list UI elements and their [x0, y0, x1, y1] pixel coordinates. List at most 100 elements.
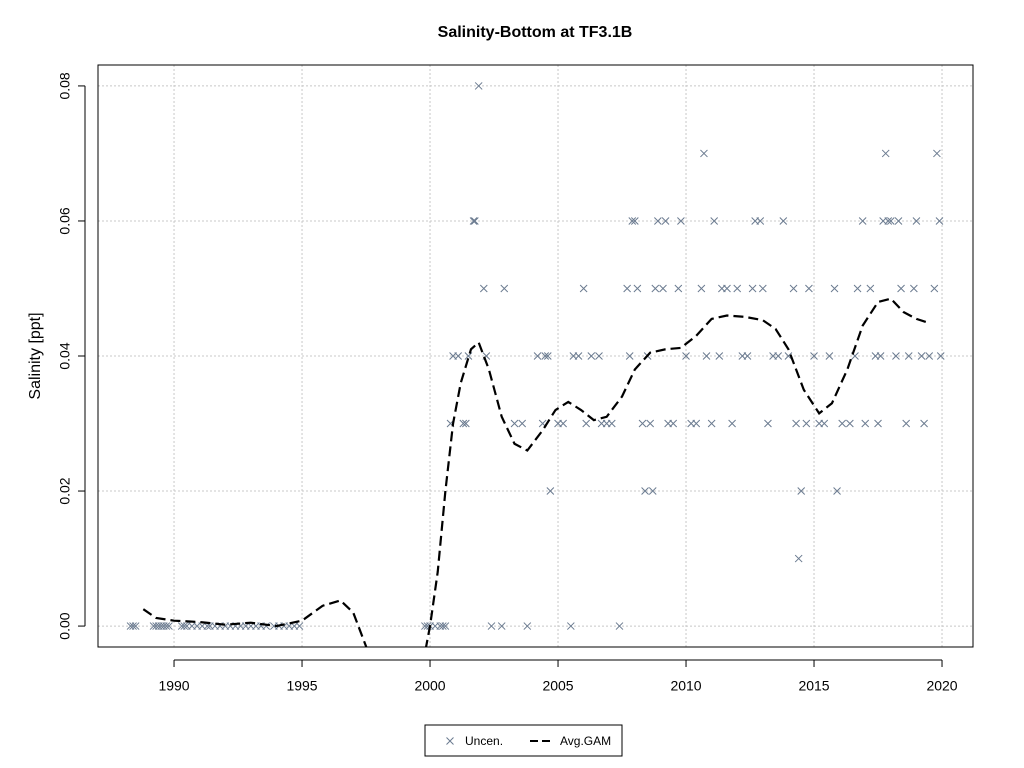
data-point — [479, 284, 488, 293]
data-point — [677, 217, 685, 225]
data-point — [165, 622, 173, 630]
data-point — [935, 217, 944, 225]
plot-frame — [97, 64, 974, 648]
data-point — [700, 149, 708, 158]
data-point — [917, 352, 926, 360]
legend: Uncen. Avg.GAM — [424, 724, 623, 757]
data-point — [743, 352, 752, 360]
data-point — [633, 284, 642, 293]
x-tick-label: 2015 — [798, 678, 829, 694]
data-point — [866, 284, 875, 293]
y-tick-label: 0.04 — [57, 342, 73, 369]
data-point — [533, 352, 542, 360]
data-point — [756, 217, 765, 225]
data-point — [723, 284, 731, 293]
data-point — [646, 419, 655, 428]
data-point — [469, 217, 478, 225]
data-point — [641, 487, 649, 495]
data-point — [758, 284, 767, 293]
data-point — [874, 419, 882, 428]
data-point — [792, 419, 800, 428]
data-point — [623, 284, 632, 293]
data-point — [861, 419, 870, 428]
axes: 1990 1995 2000 2005 2010 2015 2020 0.00 0.02 0.04… — [57, 72, 958, 694]
data-point — [654, 217, 662, 225]
data-point — [733, 284, 742, 293]
data-point — [669, 419, 678, 428]
data-point — [648, 487, 657, 495]
data-point — [543, 352, 552, 360]
data-point — [902, 419, 911, 428]
data-point — [774, 352, 783, 360]
data-point — [925, 352, 934, 360]
grid — [98, 65, 973, 647]
x-tick-label: 2000 — [414, 678, 445, 694]
data-point — [582, 419, 591, 428]
data-point — [474, 82, 483, 90]
x-tick-label: 2010 — [670, 678, 701, 694]
data-point — [454, 352, 463, 360]
data-point — [674, 284, 683, 293]
data-point — [682, 352, 690, 360]
data-point — [820, 419, 829, 428]
data-point — [497, 622, 506, 630]
y-tick-label: 0.02 — [57, 477, 73, 504]
data-point — [833, 487, 841, 495]
data-point — [825, 352, 834, 360]
data-point — [438, 622, 447, 630]
data-point — [630, 217, 639, 225]
data-point — [728, 419, 736, 428]
data-point — [523, 622, 532, 630]
data-point — [876, 352, 885, 360]
x-tick-label: 2020 — [926, 678, 957, 694]
data-point — [912, 217, 921, 225]
data-point — [180, 622, 189, 630]
data-point — [936, 352, 945, 360]
data-point — [779, 217, 788, 225]
data-point — [510, 419, 519, 428]
gam-line — [142, 297, 928, 647]
data-point — [838, 419, 847, 428]
data-point — [930, 284, 939, 293]
data-point — [702, 352, 711, 360]
data-point — [933, 149, 941, 158]
chart-title: Salinity-Bottom at TF3.1B — [438, 24, 633, 41]
data-point — [441, 622, 450, 630]
data-point — [794, 554, 803, 563]
data-point — [707, 419, 716, 428]
data-point — [518, 419, 527, 428]
legend-symbol — [446, 737, 454, 745]
y-tick-label: 0.00 — [57, 612, 73, 639]
data-point — [559, 419, 568, 428]
data-point — [892, 352, 900, 360]
data-point — [884, 217, 893, 225]
y-tick-label: 0.06 — [57, 207, 73, 234]
data-point — [692, 419, 701, 428]
plot-area — [126, 82, 945, 647]
data-point — [810, 352, 818, 360]
legend-label: Uncen. — [465, 734, 503, 748]
data-point — [541, 352, 550, 360]
data-point — [579, 284, 588, 293]
data-point — [659, 284, 667, 293]
data-point — [500, 284, 509, 293]
data-point — [661, 217, 670, 225]
data-point — [574, 352, 583, 360]
data-point — [595, 352, 603, 360]
data-point — [904, 352, 913, 360]
data-point — [830, 284, 839, 293]
y-tick-label: 0.08 — [57, 72, 73, 99]
data-point — [628, 217, 637, 225]
data-point — [897, 284, 905, 293]
data-point — [651, 284, 660, 293]
data-point — [910, 284, 918, 293]
data-point — [853, 284, 862, 293]
data-point — [886, 217, 895, 225]
data-point — [487, 622, 496, 630]
x-tick-label: 1990 — [158, 678, 189, 694]
data-point — [462, 419, 470, 428]
data-point — [295, 622, 304, 630]
data-point — [697, 284, 706, 293]
data-point — [797, 487, 806, 495]
